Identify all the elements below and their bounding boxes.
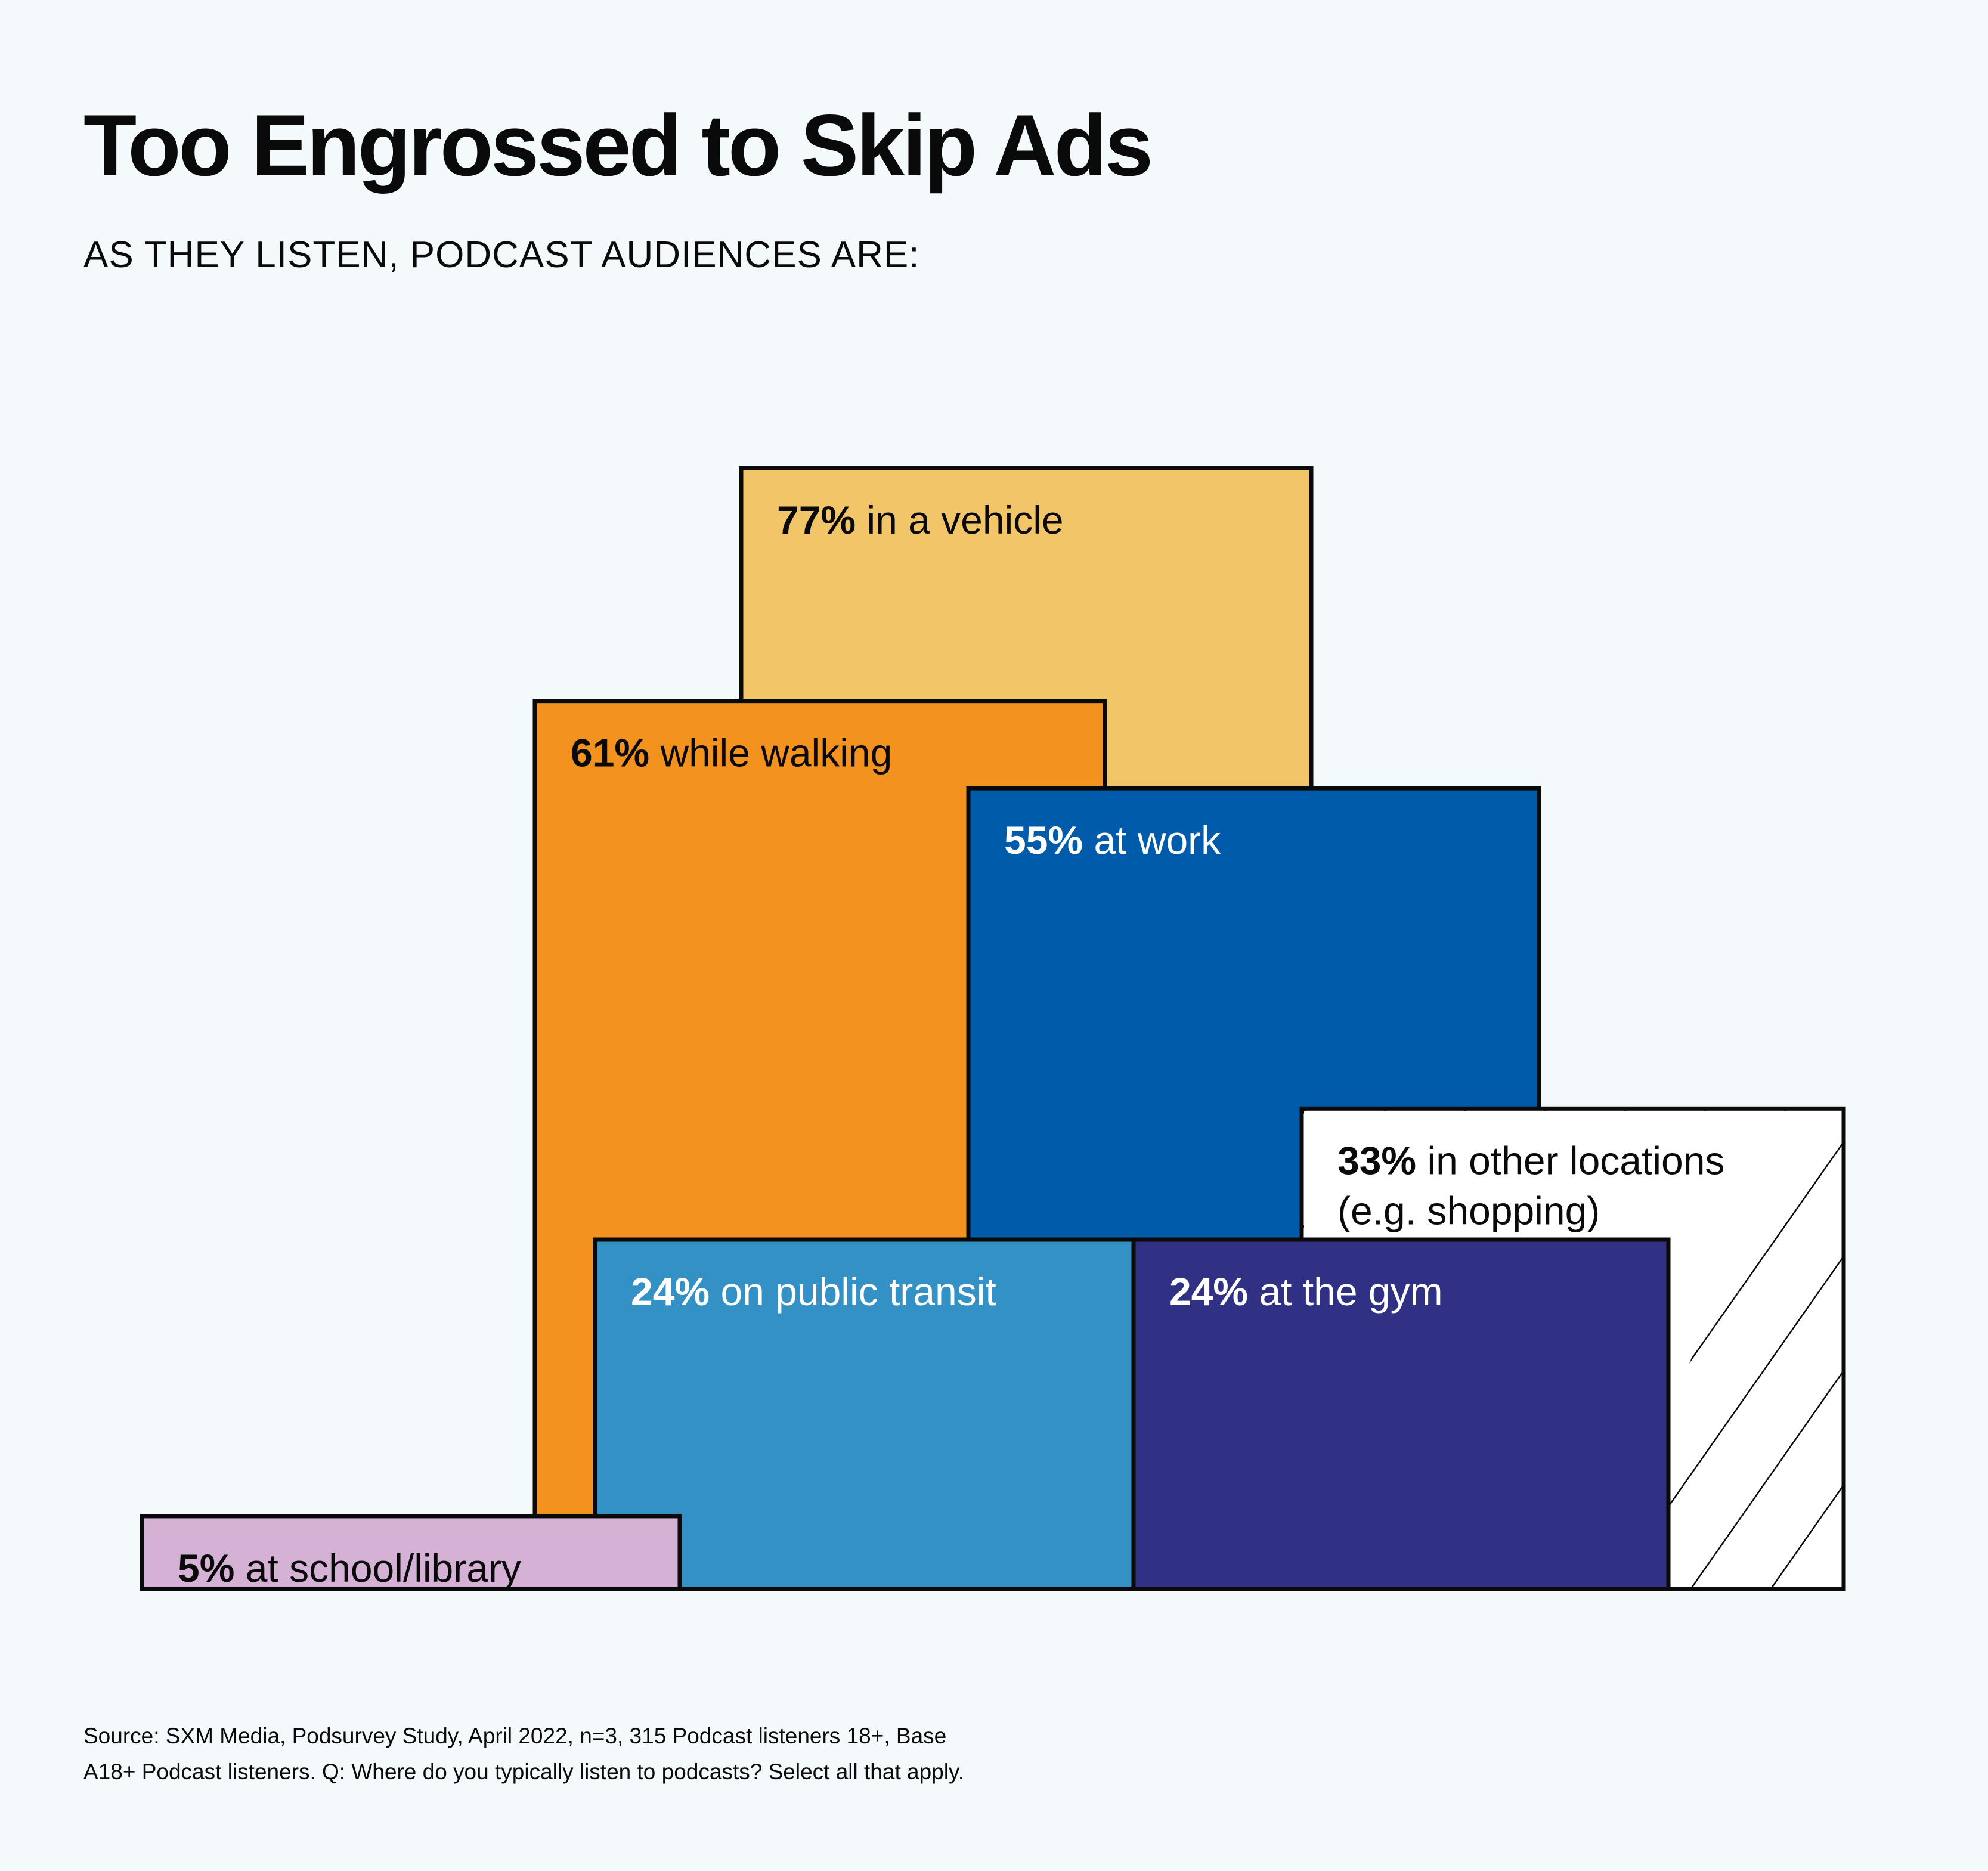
data-label-gym: 24% at the gym	[1169, 1269, 1443, 1314]
data-label-gym-text: at the gym	[1259, 1269, 1442, 1314]
data-label-transit-text: on public transit	[720, 1269, 996, 1314]
chart-title: Too Engrossed to Skip Ads	[83, 97, 1153, 194]
data-label-other-text: in other locations	[1427, 1138, 1724, 1182]
data-label-school-pct: 5%	[178, 1546, 246, 1590]
data-label-work: 55% at work	[1004, 818, 1221, 862]
data-label-other-line-2: (e.g. shopping)	[1337, 1188, 1600, 1232]
bar-gym	[1131, 1237, 1671, 1591]
data-label-work-pct: 55%	[1004, 818, 1094, 862]
data-label-school: 5% at school/library	[178, 1546, 521, 1590]
data-label-gym-pct: 24%	[1169, 1269, 1259, 1314]
data-label-other: 33% in other locations	[1337, 1138, 1724, 1182]
data-label-vehicle-pct: 77%	[777, 498, 866, 542]
source-note: Source: SXM Media, Podsurvey Study, Apri…	[83, 1718, 964, 1790]
chart-subtitle: AS THEY LISTEN, PODCAST AUDIENCES ARE:	[83, 234, 920, 275]
data-label-school-text: at school/library	[246, 1546, 521, 1590]
source-line-2: A18+ Podcast listeners. Q: Where do you …	[83, 1760, 965, 1784]
data-label-other-pct: 33%	[1337, 1138, 1427, 1182]
bar-school	[140, 1514, 682, 1591]
data-label-vehicle-text: in a vehicle	[866, 498, 1063, 542]
data-label-walking-pct: 61%	[571, 731, 660, 775]
data-label-transit-pct: 24%	[631, 1269, 720, 1314]
data-label-other-text: (e.g. shopping)	[1337, 1188, 1600, 1232]
data-label-vehicle: 77% in a vehicle	[777, 498, 1064, 542]
data-label-transit: 24% on public transit	[631, 1269, 996, 1314]
data-label-walking-text: while walking	[659, 731, 892, 775]
source-line-1: Source: SXM Media, Podsurvey Study, Apri…	[83, 1724, 947, 1748]
data-label-walking: 61% while walking	[571, 731, 892, 775]
data-label-work-text: at work	[1094, 818, 1221, 862]
